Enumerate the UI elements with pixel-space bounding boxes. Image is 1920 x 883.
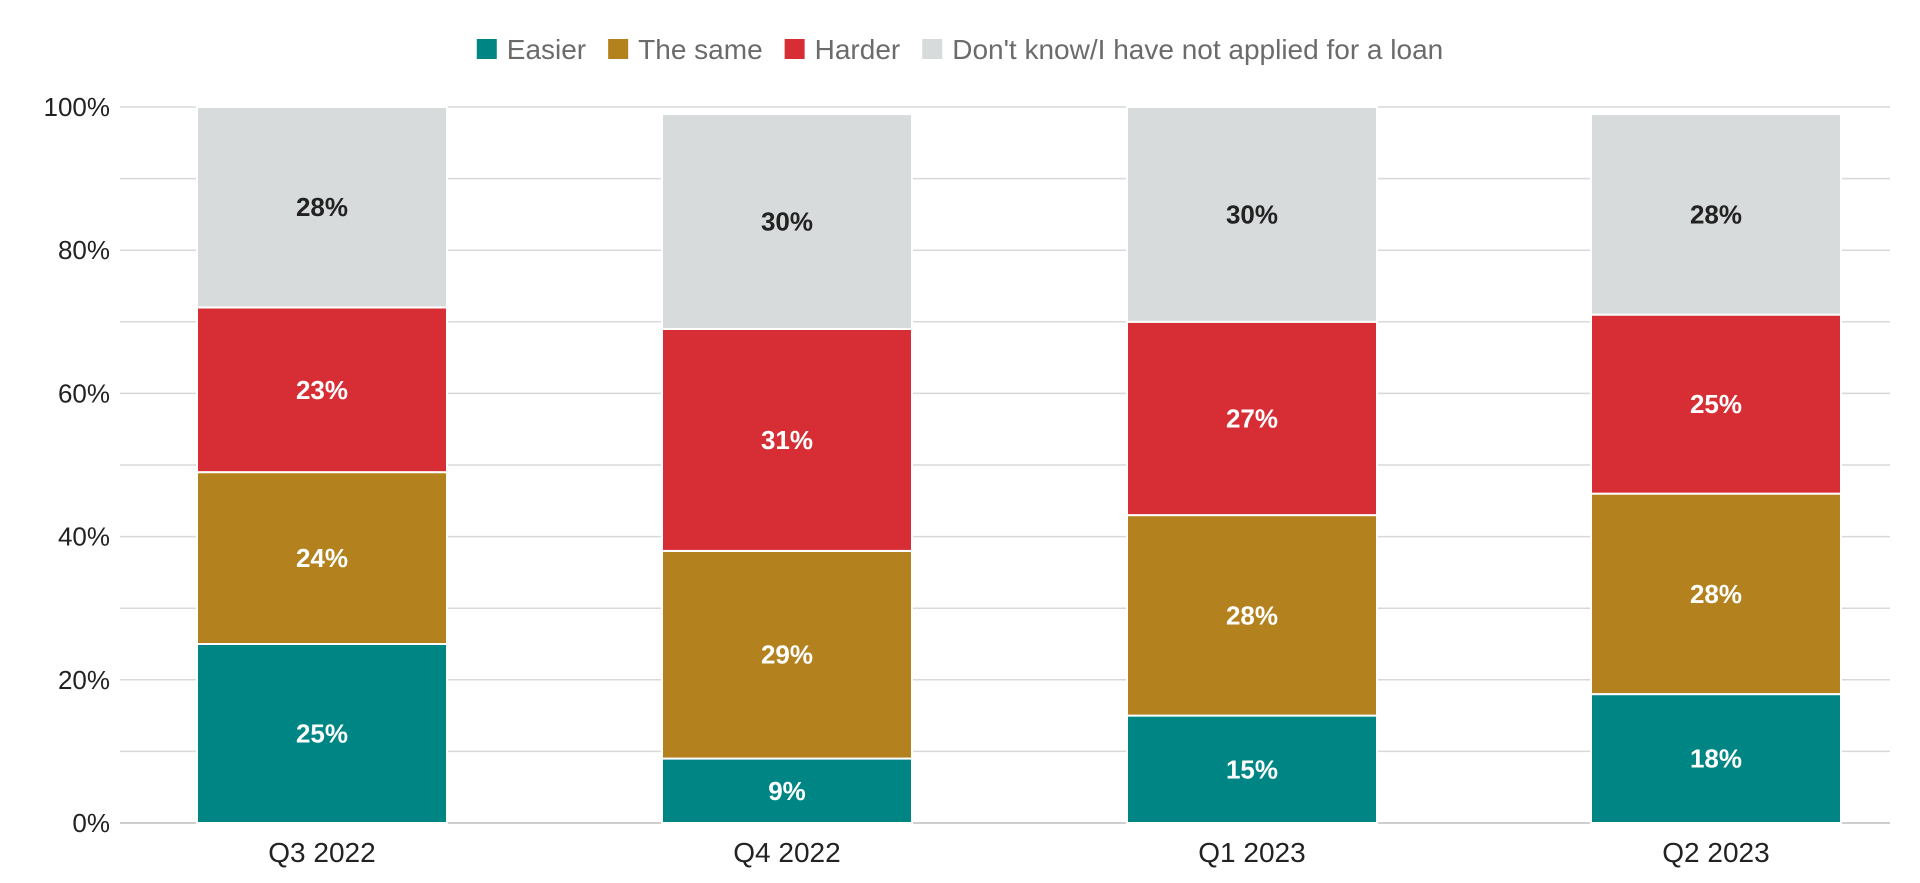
- bar-segment: [1590, 113, 1842, 316]
- data-label: 18%: [1690, 744, 1742, 774]
- data-label: 29%: [761, 640, 813, 670]
- legend-swatch: [784, 39, 805, 59]
- x-tick-label: Q2 2023: [1662, 837, 1769, 868]
- legend: Easier The same Harder Don't know/I have no…: [476, 34, 1443, 65]
- data-label: 27%: [1226, 403, 1278, 433]
- legend-label: Easier: [507, 34, 586, 65]
- legend-swatch: [476, 39, 497, 59]
- data-label: 28%: [296, 192, 348, 222]
- bar-segment: [196, 643, 448, 824]
- bar-segment: [661, 757, 913, 824]
- data-labels: 25% 24% 23% 28% 9% 29% 31% 30% 15% 28% 27% 30% 18% 28…: [296, 192, 1742, 806]
- bar-segment: [1590, 693, 1842, 824]
- data-label: 25%: [1690, 389, 1742, 419]
- bar-segments: [196, 106, 1842, 824]
- data-label: 30%: [761, 207, 813, 237]
- data-label: 30%: [1226, 199, 1278, 229]
- data-label: 23%: [296, 375, 348, 405]
- y-tick-label: 80%: [58, 235, 110, 265]
- data-label: 28%: [1690, 199, 1742, 229]
- data-label: 28%: [1690, 579, 1742, 609]
- x-axis: Q3 2022 Q4 2022 Q1 2023 Q2 2023: [268, 837, 1769, 868]
- bar-segment: [1126, 320, 1378, 517]
- y-tick-label: 100%: [44, 92, 111, 122]
- legend-label: Harder: [815, 34, 901, 65]
- x-tick-label: Q4 2022: [733, 837, 840, 868]
- bar-segment: [661, 113, 913, 330]
- y-tick-label: 20%: [58, 665, 110, 695]
- bar-segment: [661, 327, 913, 552]
- bar-segment: [196, 106, 448, 309]
- bar-segment: [1590, 313, 1842, 495]
- data-label: 9%: [768, 776, 806, 806]
- legend-label: The same: [638, 34, 763, 65]
- y-axis: 0% 20% 40% 60% 80% 100%: [44, 92, 111, 838]
- data-label: 24%: [296, 543, 348, 573]
- legend-swatch: [608, 39, 629, 59]
- data-label: 25%: [296, 719, 348, 749]
- y-tick-label: 40%: [58, 522, 110, 552]
- bar-segment: [1126, 714, 1378, 824]
- y-tick-label: 0%: [72, 808, 110, 838]
- bar-segment: [196, 471, 448, 645]
- bar-segment: [1126, 514, 1378, 717]
- data-label: 15%: [1226, 754, 1278, 784]
- x-tick-label: Q1 2023: [1198, 837, 1305, 868]
- bar-segment: [196, 306, 448, 474]
- legend-label: Don't know/I have not applied for a loan: [952, 34, 1443, 65]
- bar-segment: [661, 549, 913, 760]
- legend-swatch: [922, 39, 943, 59]
- y-tick-label: 60%: [58, 378, 110, 408]
- x-tick-label: Q3 2022: [268, 837, 375, 868]
- data-label: 31%: [761, 425, 813, 455]
- bar-segment: [1126, 106, 1378, 323]
- data-label: 28%: [1226, 600, 1278, 630]
